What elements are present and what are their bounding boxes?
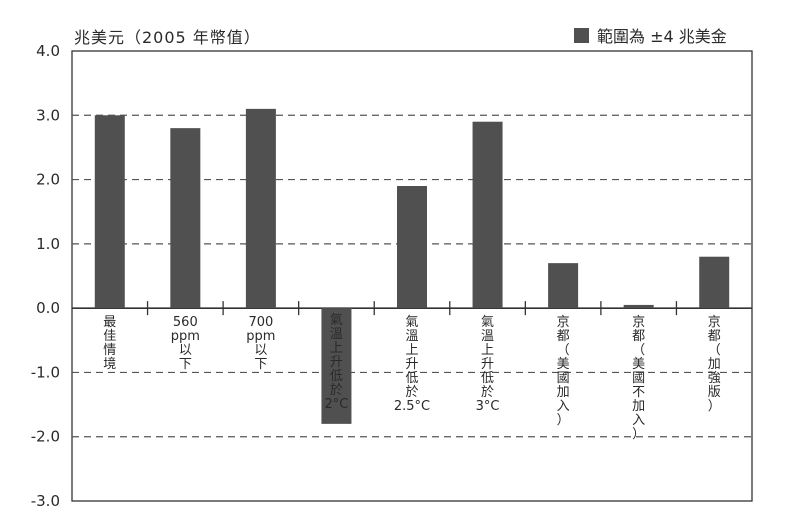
category-label: 京都（美國不加入）	[632, 315, 645, 442]
category-label: 京都（美國加入）	[557, 315, 570, 428]
y-axis-unit-label: 兆美元（2005 年幣值）	[74, 28, 261, 47]
category-label: 氣溫上升低於 2°C	[325, 313, 349, 412]
y-tick-label: -2.0	[31, 428, 60, 446]
category-label: 京都（加強版）	[708, 315, 721, 414]
y-tick-label: -1.0	[31, 363, 60, 381]
legend-swatch	[574, 27, 589, 43]
legend: 範圍為 ±4 兆美金	[574, 23, 727, 47]
bar	[245, 108, 276, 309]
bar	[623, 304, 654, 309]
y-tick-label: 2.0	[36, 171, 60, 189]
category-label: 560 ppm 以下	[171, 315, 200, 372]
bar	[170, 128, 201, 309]
y-tick-label: 4.0	[36, 42, 60, 60]
bar	[94, 115, 125, 309]
category-label: 最佳情境	[103, 315, 116, 372]
bar	[321, 308, 352, 424]
y-tick-label: 3.0	[36, 106, 60, 124]
y-tick-label: 1.0	[36, 235, 60, 253]
bar	[699, 256, 730, 309]
bar	[548, 263, 579, 309]
y-tick-label: 0.0	[36, 299, 60, 317]
category-label: 氣溫上升低於 2.5°C	[394, 315, 430, 414]
category-label: 氣溫上升低於 3°C	[476, 315, 500, 414]
legend-label: 範圍為 ±4 兆美金	[597, 27, 727, 46]
plot-frame	[71, 50, 753, 502]
bar	[397, 186, 427, 309]
y-tick-label: -3.0	[31, 492, 60, 510]
bar	[472, 121, 503, 309]
category-label: 700 ppm 以下	[246, 315, 275, 372]
